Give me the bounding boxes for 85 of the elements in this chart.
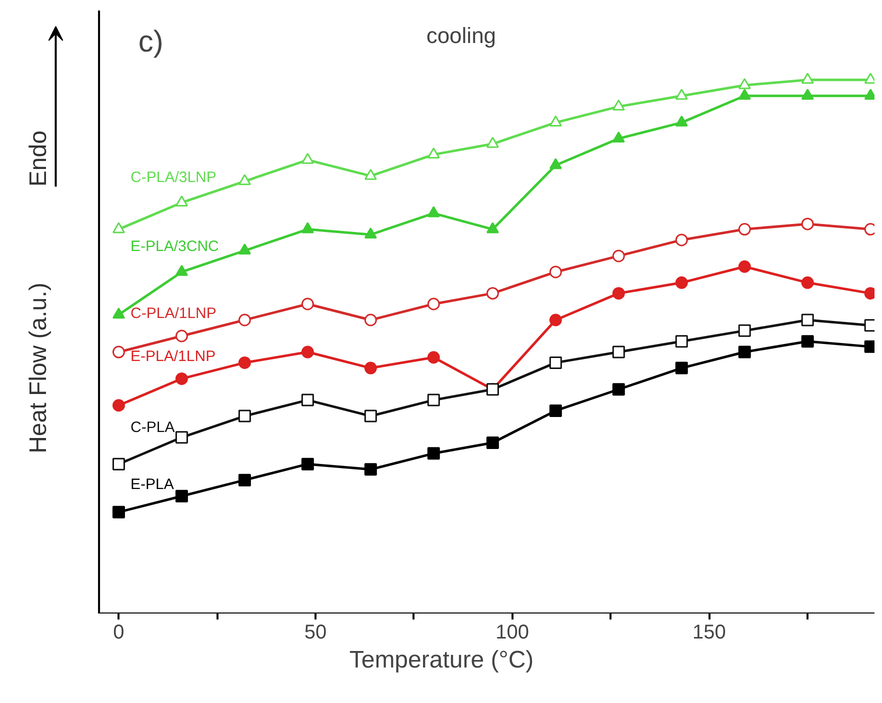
- point: [364, 410, 377, 422]
- x-tick-label: 0: [113, 622, 124, 644]
- point: [364, 463, 377, 476]
- point: [486, 436, 499, 449]
- x-tick-label: 100: [496, 622, 530, 644]
- point: [175, 490, 188, 502]
- series-label: C-PLA/3LNP: [130, 168, 216, 186]
- series-label: C-PLA: [130, 418, 175, 436]
- point: [112, 222, 125, 234]
- series-label: E-PLA/3CNC: [130, 238, 220, 256]
- point: [738, 78, 751, 90]
- point: [427, 147, 440, 159]
- point: [301, 152, 314, 164]
- point: [738, 346, 751, 358]
- point: [112, 399, 125, 412]
- point: [486, 222, 499, 234]
- point: [486, 287, 499, 300]
- point: [301, 298, 314, 310]
- point: [801, 314, 814, 326]
- text: cooling: [426, 22, 496, 48]
- text: Endo: [24, 130, 52, 187]
- point: [112, 458, 125, 470]
- series-label: E-PLA: [130, 476, 174, 493]
- point: [612, 99, 625, 110]
- point: [175, 196, 188, 207]
- point: [549, 314, 562, 326]
- point: [301, 222, 314, 234]
- point: [238, 244, 251, 255]
- point: [175, 372, 188, 385]
- point: [301, 394, 314, 406]
- point: [112, 506, 125, 518]
- point: [612, 131, 625, 142]
- point: [301, 346, 314, 358]
- point: [675, 88, 688, 100]
- point: [175, 330, 188, 342]
- series-label: C-PLA/1LNP: [130, 305, 216, 322]
- y-axis-title: Heat Flow (a.u.): [24, 282, 52, 454]
- x-axis-title: Temperature (°C): [349, 646, 534, 674]
- point: [801, 88, 814, 100]
- point: [612, 346, 625, 358]
- point: [738, 324, 751, 337]
- point: [675, 362, 688, 374]
- point: [364, 228, 377, 239]
- point: [675, 335, 688, 348]
- point: [238, 356, 251, 369]
- point: [364, 362, 377, 374]
- point: [549, 115, 562, 126]
- point: [427, 206, 440, 218]
- point: [549, 404, 562, 417]
- point: [612, 287, 625, 300]
- point: [175, 264, 188, 276]
- point: [112, 308, 125, 319]
- point: [549, 266, 562, 278]
- point: [175, 431, 188, 444]
- point: [675, 115, 688, 126]
- point: [612, 250, 625, 262]
- point: [738, 223, 751, 236]
- point: [364, 168, 377, 180]
- x-tick-label: 150: [692, 622, 726, 644]
- point: [675, 234, 688, 246]
- point: [238, 174, 251, 186]
- text: c): [138, 26, 164, 59]
- x-tick-label: 50: [304, 622, 327, 644]
- point: [738, 260, 751, 273]
- point: [549, 158, 562, 170]
- point: [612, 383, 625, 396]
- point: [486, 136, 499, 148]
- point: [738, 88, 751, 100]
- point: [427, 394, 440, 406]
- point: [364, 314, 377, 326]
- series-label: E-PLA/1LNP: [130, 348, 216, 365]
- point: [801, 218, 814, 230]
- point: [427, 351, 440, 364]
- point: [301, 458, 314, 470]
- point: [238, 314, 251, 326]
- point: [427, 298, 440, 310]
- point: [675, 276, 688, 289]
- point: [549, 356, 562, 369]
- point: [801, 276, 814, 289]
- point: [801, 335, 814, 348]
- point: [238, 410, 251, 422]
- point: [801, 72, 814, 84]
- point: [238, 474, 251, 486]
- point: [112, 346, 125, 358]
- point: [427, 447, 440, 460]
